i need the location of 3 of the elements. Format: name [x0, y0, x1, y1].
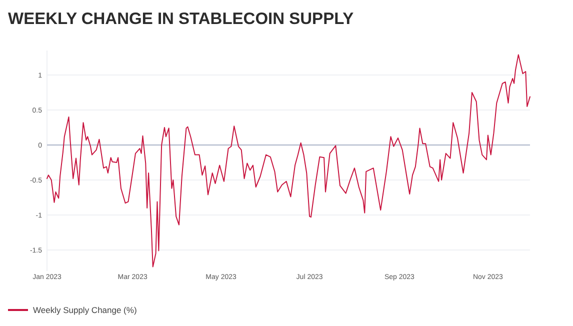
- chart-title: WEEKLY CHANGE IN STABLECOIN SUPPLY: [8, 10, 354, 28]
- line-series: [46, 54, 530, 268]
- legend-label: Weekly Supply Change (%): [33, 304, 137, 315]
